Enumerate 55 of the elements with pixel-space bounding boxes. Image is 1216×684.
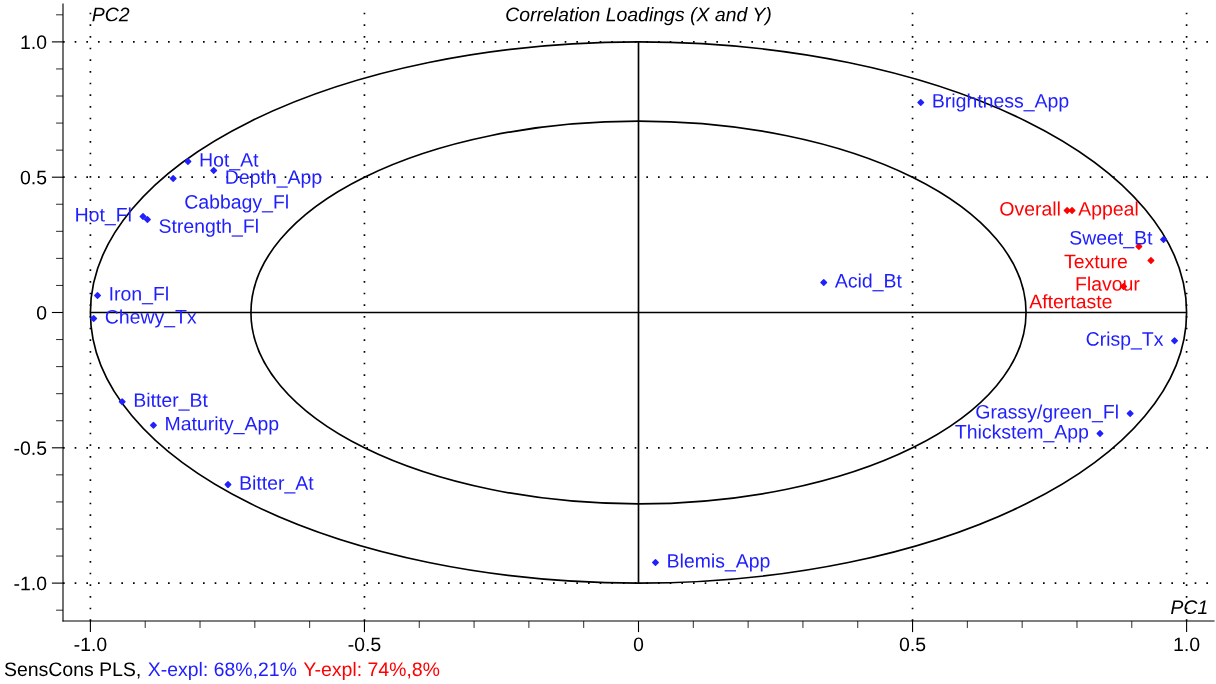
data-label: Iron_Fl	[110, 286, 168, 305]
point	[652, 559, 659, 567]
point	[1096, 429, 1104, 437]
data-label: Overall	[1000, 201, 1060, 216]
text: X-expl: 68%,21%	[148, 661, 297, 680]
data-label: Grassy/green_Fl	[976, 404, 1118, 423]
point	[1160, 235, 1168, 243]
y-tick-label: 0.5	[20, 170, 47, 185]
point	[143, 215, 151, 223]
x-tick-label: -0.5	[348, 637, 381, 652]
data-label: Crisp_Tx	[1086, 331, 1164, 350]
point	[94, 291, 102, 299]
data-label: Strength_Fl	[159, 218, 258, 237]
data-label: Acid_Bt	[834, 273, 902, 292]
x-tick-label: 0.5	[899, 637, 926, 652]
data-label: Bitter_At	[240, 475, 314, 494]
data-label: Hot_At	[200, 153, 259, 171]
data-label: Bitter_Bt	[134, 392, 208, 411]
point	[820, 278, 828, 286]
point	[1063, 207, 1071, 214]
point	[184, 158, 192, 165]
data-label: Maturity_App	[166, 416, 279, 435]
text: SensCons PLS,	[4, 662, 140, 679]
data-label: Cabbagy_Fl	[185, 194, 288, 213]
data-label: Sweet_Bt	[1070, 230, 1153, 249]
data-label: Texture	[1064, 254, 1127, 269]
point	[169, 175, 177, 183]
x-tick-label: 0	[633, 637, 644, 652]
data-label: Appeal	[1078, 201, 1138, 220]
data-label: Thickstem_App	[955, 424, 1089, 443]
point	[118, 398, 126, 406]
point	[1171, 337, 1179, 345]
point	[149, 421, 157, 429]
point	[1147, 257, 1155, 265]
y-axis-title: PC2	[92, 7, 130, 22]
point	[139, 212, 147, 220]
data-label: Chewy_Tx	[105, 309, 197, 328]
y-tick-label: 0	[36, 305, 47, 320]
data-label: Aftertaste	[1029, 294, 1112, 309]
x-axis-title: PC1	[1171, 600, 1207, 615]
point	[90, 314, 98, 322]
x-tick-label: -1.0	[74, 637, 107, 652]
point	[917, 99, 925, 106]
x-tick-label: 1.0	[1174, 637, 1200, 652]
y-tick-label: -1.0	[14, 576, 47, 591]
y-tick-label: -0.5	[14, 441, 47, 456]
y-tick-label: 1.0	[21, 35, 47, 50]
chart-title: Correlation Loadings (X and Y)	[506, 7, 771, 26]
point	[224, 481, 232, 489]
text: Y-expl: 74%,8%	[303, 661, 440, 680]
data-label: Blemis_App	[668, 553, 770, 572]
point	[1126, 409, 1134, 417]
data-label: Depth_App	[226, 169, 322, 188]
data-label: Flavour	[1076, 276, 1140, 291]
point	[1068, 207, 1076, 214]
